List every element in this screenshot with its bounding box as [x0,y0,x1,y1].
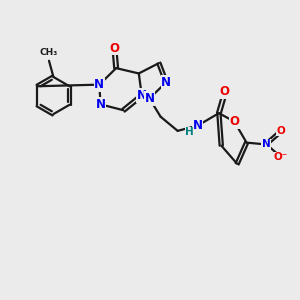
Text: N: N [144,92,154,105]
Text: H: H [185,127,194,137]
Text: N: N [95,98,106,111]
Text: O: O [277,126,285,136]
Text: N: N [193,119,203,132]
Text: O: O [219,85,229,98]
Text: O: O [229,115,239,128]
Text: N: N [161,76,171,89]
Text: N: N [94,78,104,91]
Text: N: N [262,139,271,149]
Text: CH₃: CH₃ [40,48,58,57]
Text: O: O [110,42,120,55]
Text: N: N [137,89,147,102]
Text: O⁻: O⁻ [274,152,288,162]
